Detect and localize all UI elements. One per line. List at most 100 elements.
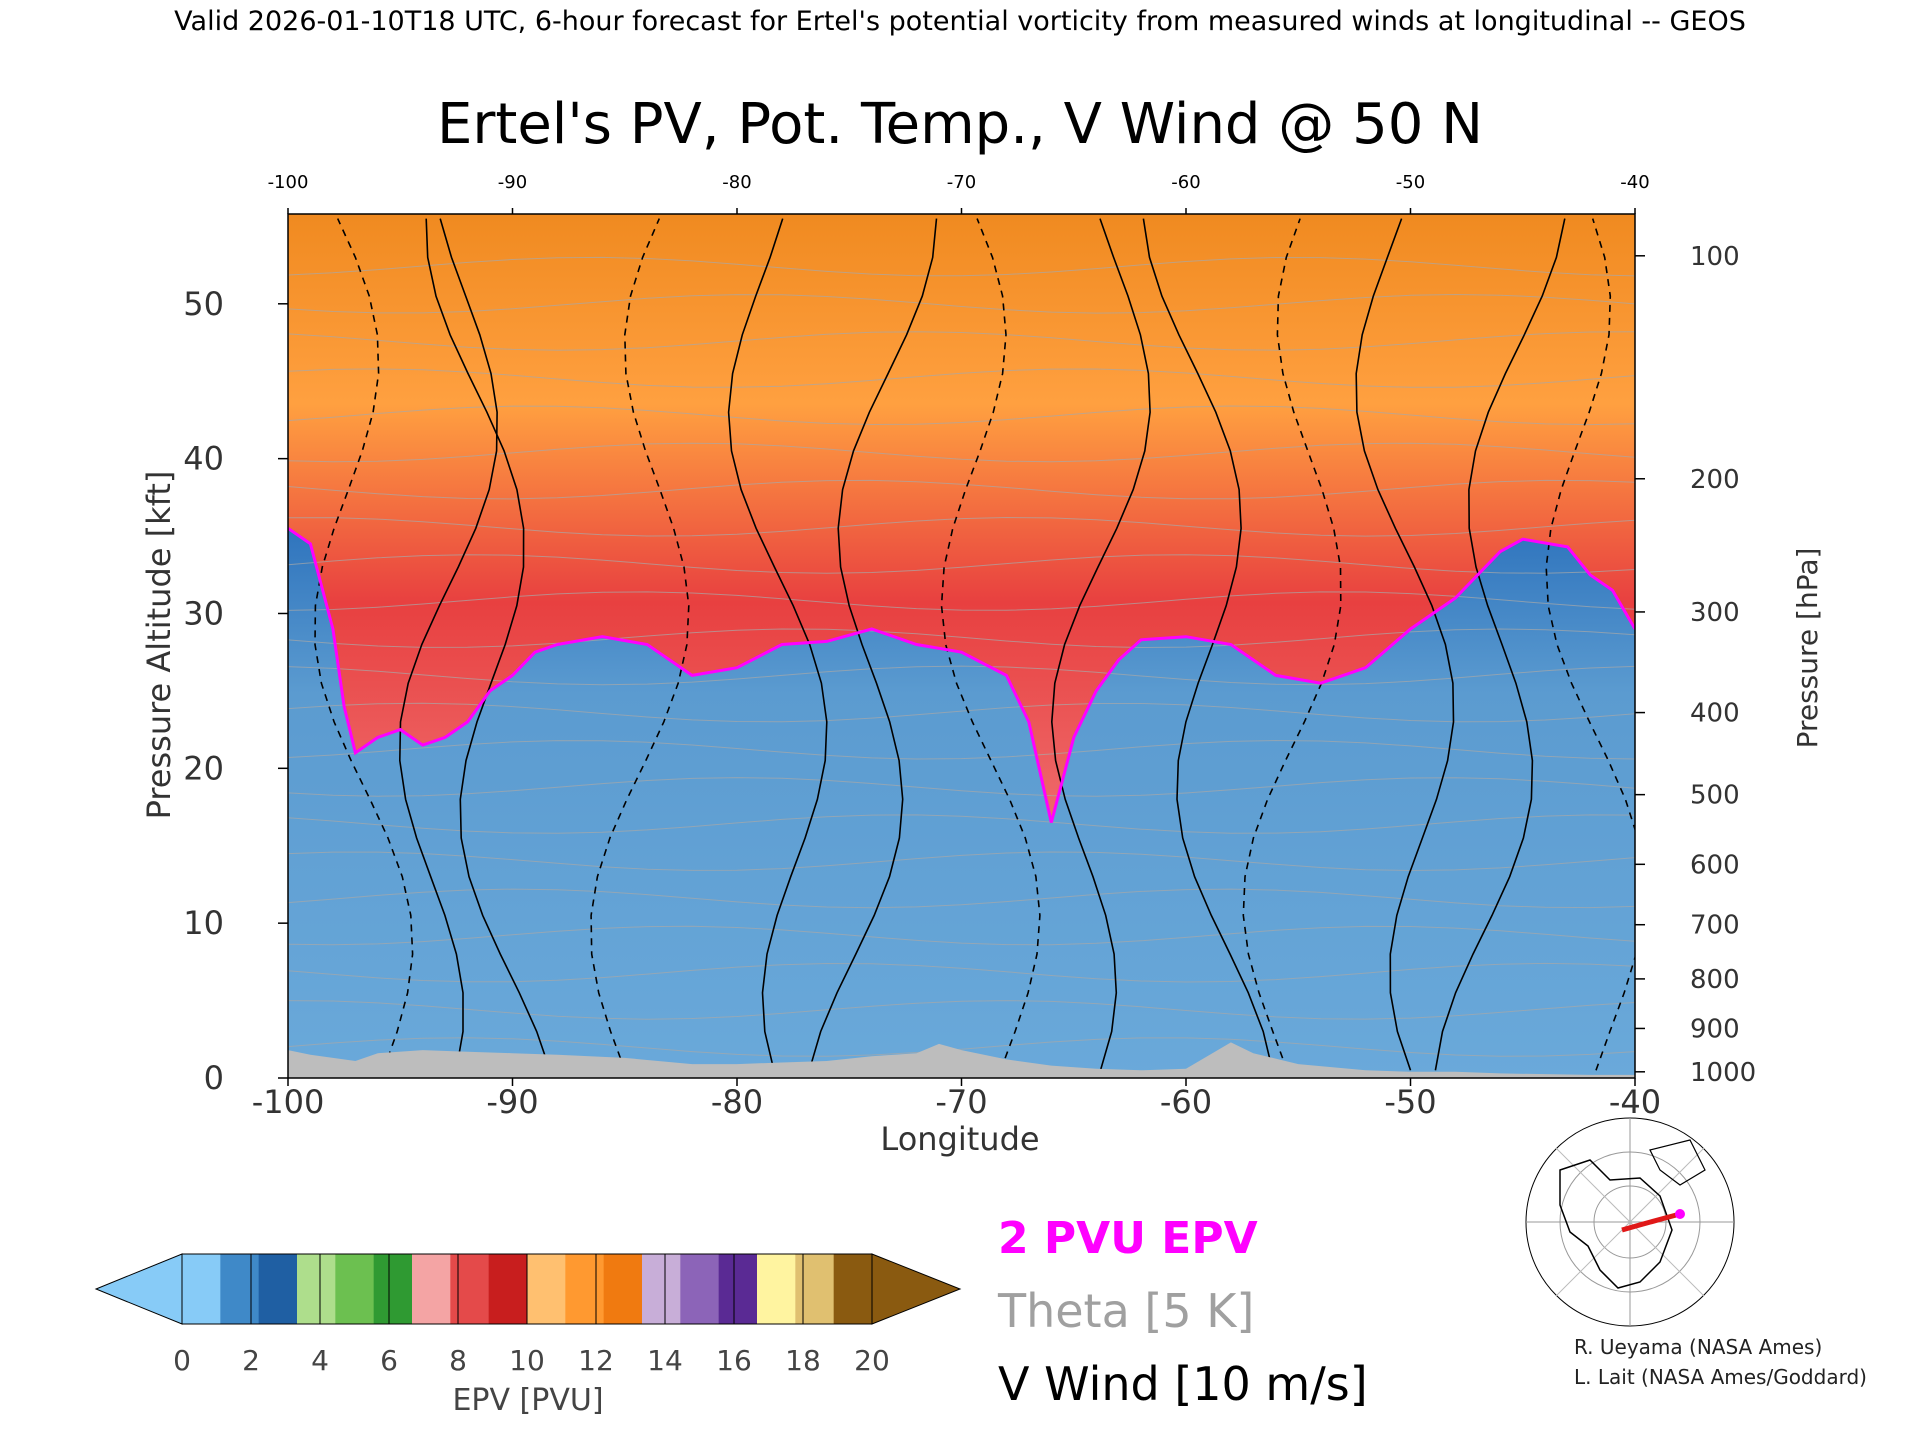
epv-colorbar: 0 2 4 6 8 10 12 14 16 18 20 [94, 1253, 962, 1377]
altitude-tick-label: 20 [183, 749, 224, 787]
colorbar-segment [258, 1254, 298, 1324]
top-tick-label: -80 [722, 172, 751, 193]
pressure-tick-label: 200 [1690, 465, 1740, 495]
theta-contour [288, 888, 1635, 909]
colorbar-tick-label: 20 [854, 1344, 890, 1377]
legend-theta: Theta [5 K] [997, 1284, 1254, 1338]
altitude-tick-label: 40 [183, 440, 224, 478]
v-wind-contour [1545, 218, 1635, 1071]
pressure-ticks: 100 200 300 400 500 600 700 800 900 1000 [1635, 242, 1756, 1088]
top-tick-label: -90 [498, 172, 527, 193]
theta-contour [288, 1037, 1635, 1057]
topography [288, 1042, 1635, 1078]
bottom-tick-label: -50 [1384, 1083, 1436, 1121]
altitude-tick-label: 10 [183, 904, 224, 942]
chart-title: Ertel's PV, Pot. Temp., V Wind @ 50 N [437, 92, 1483, 157]
bottom-tick-label: -70 [935, 1083, 987, 1121]
theta-contour [288, 256, 1635, 277]
pressure-tick-label: 900 [1690, 1014, 1740, 1044]
colorbar-segment [757, 1254, 796, 1324]
x-axis-label: Longitude [880, 1120, 1039, 1158]
pressure-tick-label: 600 [1690, 850, 1740, 880]
altitude-tick-label: 30 [183, 594, 224, 632]
theta-contour [288, 777, 1635, 797]
colorbar-tick-label: 18 [785, 1344, 821, 1377]
theta-contour [288, 814, 1635, 834]
colorbar-segment [565, 1254, 605, 1324]
v-wind-contour [1355, 218, 1455, 1071]
bottom-tick-label: -40 [1609, 1083, 1661, 1121]
colorbar-under-arrow [94, 1253, 183, 1325]
theta-contour [288, 405, 1635, 426]
top-tick-label: -70 [947, 172, 976, 193]
colorbar-segment [335, 1254, 375, 1324]
v-wind-contour [1142, 218, 1274, 1071]
colorbar-tick-label: 4 [311, 1344, 329, 1377]
v-wind-contour [1434, 218, 1566, 1071]
altitude-ticks: 0 10 20 30 40 50 [183, 285, 288, 1097]
y-axis-label: Pressure Altitude [kft] [140, 471, 178, 820]
troposphere-field [288, 528, 1635, 1078]
v-wind-contour [808, 218, 938, 1071]
v-wind-contour [940, 218, 1041, 1071]
pressure-tick-label: 800 [1690, 965, 1740, 995]
bottom-tick-label: -60 [1160, 1083, 1212, 1121]
colorbar-tick-label: 12 [578, 1344, 614, 1377]
pressure-tick-label: 500 [1690, 781, 1740, 811]
v-wind-contour [398, 218, 498, 1071]
theta-contour [288, 925, 1635, 946]
colorbar-segment [795, 1254, 835, 1324]
pressure-tick-label: 1000 [1690, 1058, 1756, 1088]
theta-contour [288, 628, 1635, 649]
bottom-longitude-ticks: -100 -90 -80 -70 -60 -50 -40 [252, 1078, 1661, 1121]
top-tick-label: -60 [1171, 172, 1200, 193]
plot-area [288, 214, 1635, 1078]
colorbar-segment [718, 1254, 758, 1324]
colorbar-tick-label: 14 [647, 1344, 683, 1377]
colorbar-over-arrow [871, 1253, 962, 1325]
theta-contour [288, 293, 1635, 314]
theta-contour [288, 591, 1635, 611]
top-tick-label: -100 [268, 172, 309, 193]
pressure-tick-label: 100 [1690, 242, 1740, 272]
v-wind-contours [314, 218, 1635, 1071]
altitude-tick-label: 0 [204, 1059, 224, 1097]
tropopause-2pvu-contour [288, 527, 1635, 823]
colorbar-tick-label: 2 [242, 1344, 260, 1377]
theta-contour [288, 739, 1635, 760]
top-tick-label: -50 [1396, 172, 1425, 193]
pressure-tick-label: 300 [1690, 598, 1740, 628]
colorbar-segment [680, 1254, 720, 1324]
top-tick-label: -40 [1620, 172, 1649, 193]
colorbar-tick-label: 6 [380, 1344, 398, 1377]
colorbar-tick-label: 0 [173, 1344, 191, 1377]
header-text: Valid 2026-01-10T18 UTC, 6-hour forecast… [174, 6, 1746, 37]
colorbar-tick-label: 16 [716, 1344, 752, 1377]
colorbar-segment [373, 1254, 413, 1324]
inset-globe-map [1525, 1117, 1735, 1327]
colorbar-segment [603, 1254, 643, 1324]
colorbar-segment [412, 1254, 451, 1324]
credit-lait: L. Lait (NASA Ames/Goddard) [1574, 1365, 1867, 1389]
theta-contour [288, 1000, 1635, 1020]
legend-2pvu: 2 PVU EPV [998, 1213, 1258, 1264]
colorbar-tick-label: 10 [509, 1344, 545, 1377]
v-wind-contour [314, 218, 414, 1071]
bottom-tick-label: -80 [711, 1083, 763, 1121]
colorbar-tick-label: 8 [449, 1344, 467, 1377]
colorbar-label: EPV [PVU] [452, 1383, 603, 1418]
colorbar-segment [833, 1254, 873, 1324]
pressure-tick-label: 700 [1690, 911, 1740, 941]
top-longitude-ticks: -100 -90 -80 -70 -60 -50 -40 [268, 172, 1650, 214]
colorbar-segment [488, 1254, 528, 1324]
legend-v-wind: V Wind [10 m/s] [998, 1357, 1368, 1411]
y2-axis-label: Pressure [hPa] [1791, 548, 1824, 749]
theta-contour [288, 442, 1635, 463]
theta-contour [288, 665, 1635, 686]
theta-contour [288, 962, 1635, 983]
colorbar-segment [297, 1254, 336, 1324]
colorbar-segment [450, 1254, 490, 1324]
theta-contour [288, 368, 1635, 388]
legend: 2 PVU EPV Theta [5 K] V Wind [10 m/s] [997, 1213, 1368, 1411]
